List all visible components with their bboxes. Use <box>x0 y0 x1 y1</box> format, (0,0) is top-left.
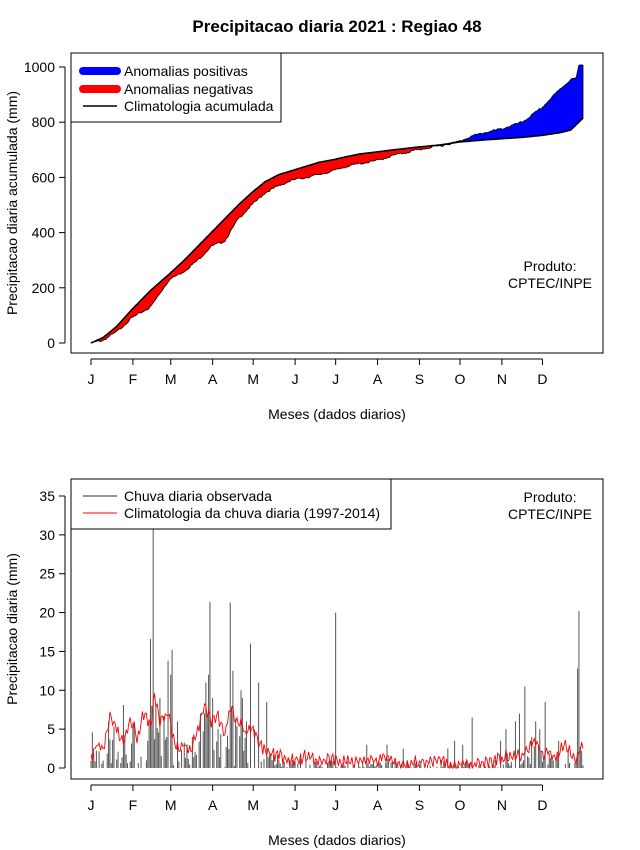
daily-panel: 0 5 10 15 20 25 30 35 J F M A M J J A S O N D Meses (dados d… <box>4 478 604 848</box>
x-tick-label: M <box>165 371 177 387</box>
x-tick-label: A <box>373 371 383 387</box>
x-tick-label: F <box>129 371 138 387</box>
x-tick-label: S <box>415 797 424 813</box>
x-tick-label: J <box>332 371 339 387</box>
y-tick-label: 5 <box>47 721 55 737</box>
x-tick-label: N <box>497 797 507 813</box>
x-tick-label: D <box>537 371 547 387</box>
y-tick-label: 0 <box>47 760 55 776</box>
negative-anomaly-area <box>94 142 451 343</box>
annotation-produto: Produto: <box>524 489 577 505</box>
x-tick-label: J <box>332 797 339 813</box>
y-tick-label: 200 <box>32 280 56 296</box>
y-axis-label: Precipitacao diaria (mm) <box>4 553 20 705</box>
x-tick-label: A <box>208 797 218 813</box>
x-tick-label: J <box>292 371 299 387</box>
daily-climatology-line <box>90 693 584 770</box>
annotation-source: CPTEC/INPE <box>508 275 592 291</box>
plot-area <box>90 527 584 770</box>
x-tick-label: J <box>88 371 95 387</box>
legend-negative-label: Anomalias negativas <box>124 81 253 97</box>
x-tick-label: O <box>455 797 466 813</box>
x-axis-label: Meses (dados diarios) <box>268 832 406 848</box>
annotation-source: CPTEC/INPE <box>508 506 592 522</box>
y-tick-label: 400 <box>32 225 56 241</box>
legend-observed-label: Chuva diaria observada <box>124 488 272 504</box>
y-axis-label: Precipitacao diaria acumulada (mm) <box>4 91 20 315</box>
x-tick-label: O <box>455 371 466 387</box>
legend-climatology-label: Climatologia acumulada <box>124 98 274 114</box>
x-tick-label: A <box>208 371 218 387</box>
x-tick-label: N <box>497 371 507 387</box>
plot-frame <box>70 52 604 354</box>
y-tick-label: 10 <box>39 682 55 698</box>
x-tick-label: J <box>292 797 299 813</box>
y-tick-label: 30 <box>39 527 55 543</box>
x-tick-label: J <box>88 797 95 813</box>
y-tick-label: 0 <box>47 335 55 351</box>
x-tick-label: D <box>537 797 547 813</box>
y-tick-label: 800 <box>32 114 56 130</box>
x-tick-label: S <box>415 371 424 387</box>
x-axis-label: Meses (dados diarios) <box>268 406 406 422</box>
annotation-produto: Produto: <box>524 258 577 274</box>
y-tick-label: 600 <box>32 169 56 185</box>
x-tick-label: A <box>373 797 383 813</box>
y-tick-label: 25 <box>39 566 55 582</box>
x-tick-label: M <box>165 797 177 813</box>
legend-box <box>70 478 392 530</box>
x-tick-label: M <box>247 797 259 813</box>
x-tick-label: F <box>129 797 138 813</box>
plot-area <box>90 64 584 344</box>
cumulative-panel: 0 200 400 600 800 1000 J F M A M J J A S O N D Meses (dado… <box>4 52 604 422</box>
legend-positive-label: Anomalias positivas <box>124 63 248 79</box>
y-tick-label: 1000 <box>24 59 55 75</box>
chart-title: Precipitacao diaria 2021 : Regiao 48 <box>192 17 481 36</box>
legend-climatology-label: Climatologia da chuva diaria (1997-2014) <box>124 505 380 521</box>
y-tick-label: 35 <box>39 488 55 504</box>
y-tick-label: 15 <box>39 643 55 659</box>
legend: Anomalias positivas Anomalias negativasCl… <box>70 52 282 123</box>
climatology-line <box>90 117 584 344</box>
x-tick-label: M <box>247 371 259 387</box>
y-tick-label: 20 <box>39 605 55 621</box>
